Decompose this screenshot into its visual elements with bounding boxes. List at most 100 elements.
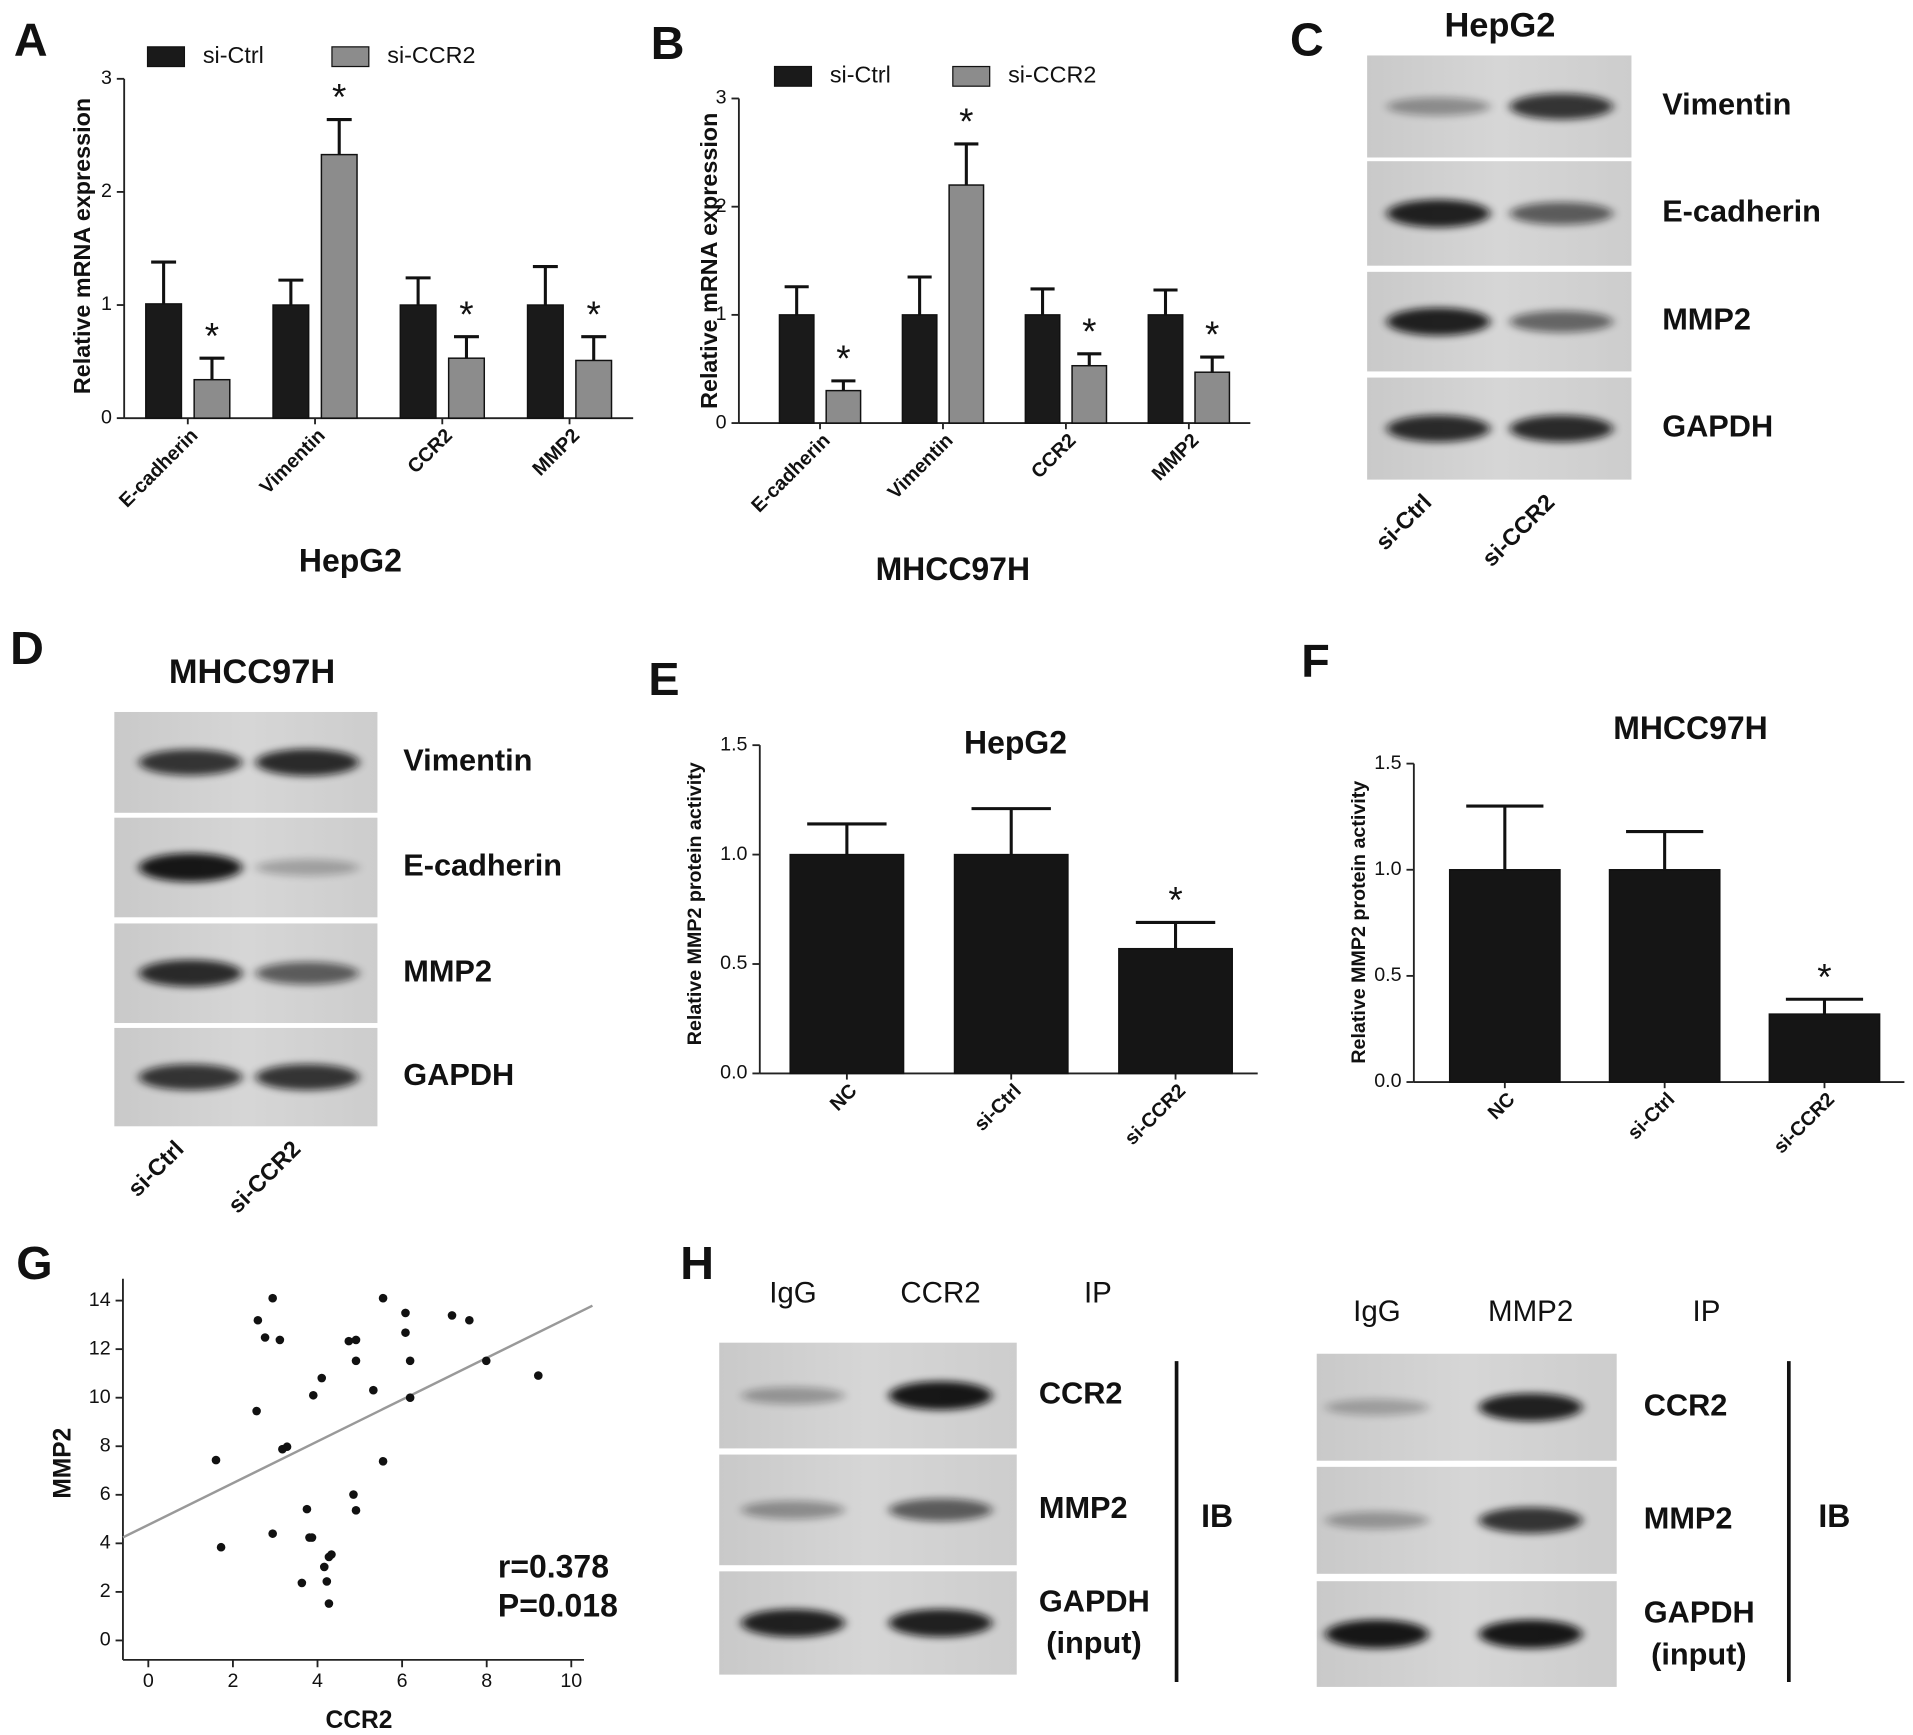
error-bar <box>1626 830 1704 870</box>
bar <box>1194 371 1231 424</box>
error-bar <box>405 276 431 306</box>
significance-mark: * <box>1082 311 1096 352</box>
significance-mark: * <box>587 294 601 335</box>
blot-band <box>1325 1398 1429 1416</box>
blot-band <box>1325 1619 1429 1649</box>
scatter-point <box>319 1562 329 1572</box>
error-bar <box>954 142 979 186</box>
scatter-point <box>378 1456 388 1466</box>
fit-line <box>122 1304 593 1539</box>
scatter-point <box>275 1335 285 1345</box>
legend-label: si-Ctrl <box>203 42 264 68</box>
y-tick-label: 1.5 <box>720 733 747 755</box>
bar <box>1118 947 1233 1075</box>
bar <box>526 304 564 419</box>
legend-swatch <box>773 65 813 87</box>
blot-band <box>255 961 359 985</box>
row-label: GAPDH <box>1039 1583 1150 1618</box>
x-tick-label: E-cadherin <box>115 425 202 512</box>
y-tick-label: 1.0 <box>1374 858 1401 880</box>
error-bar <box>453 335 479 359</box>
blot-band <box>1386 307 1491 336</box>
significance-mark: * <box>205 315 219 356</box>
y-tick-label: 0 <box>101 406 112 428</box>
bar <box>1024 314 1061 424</box>
scatter-point <box>211 1455 221 1465</box>
y-tick-label: 1 <box>716 303 727 325</box>
significance-mark: * <box>836 338 850 379</box>
x-tick-label: 10 <box>560 1670 582 1692</box>
panel-letter: G <box>16 1237 52 1289</box>
x-tick-label: NC <box>826 1080 862 1116</box>
blot-band <box>888 1498 993 1522</box>
row-label: MMP2 <box>1662 302 1751 337</box>
scatter-point <box>351 1506 361 1515</box>
x-tick-label: si-CCR2 <box>1121 1080 1191 1150</box>
bar <box>1071 364 1108 424</box>
scatter-point <box>252 1406 261 1416</box>
y-axis-label: Relative mRNA expression <box>69 98 95 394</box>
lane-label: IgG <box>769 1277 817 1310</box>
y-tick-label: 6 <box>100 1483 111 1505</box>
scatter-point <box>369 1385 378 1395</box>
row-label: CCR2 <box>1644 1387 1728 1422</box>
significance-mark: * <box>459 294 473 335</box>
error-bar <box>1077 352 1102 366</box>
scatter-point <box>405 1393 415 1402</box>
blot-band <box>1479 1619 1583 1649</box>
error-bar <box>907 275 932 315</box>
scatter-point <box>533 1371 543 1380</box>
x-tick-label: si-Ctrl <box>970 1080 1026 1136</box>
scatter-point <box>282 1442 292 1452</box>
x-tick-label: CCR2 <box>1027 429 1080 482</box>
scatter-point <box>401 1328 410 1337</box>
x-tick-label: 8 <box>481 1670 492 1692</box>
error-bar <box>971 807 1051 855</box>
scatter-point <box>351 1356 361 1366</box>
scatter-point <box>253 1315 263 1325</box>
y-tick-label: 3 <box>716 87 727 109</box>
y-tick-label: 0 <box>716 411 727 433</box>
scatter-point <box>317 1373 327 1383</box>
bar <box>901 314 938 424</box>
legend-swatch <box>331 46 370 68</box>
blot-band <box>888 1381 993 1410</box>
chart-title: MHCC97H <box>876 551 1030 587</box>
x-tick-label: 2 <box>227 1670 238 1692</box>
y-tick-label: 2 <box>101 180 112 202</box>
bar <box>948 184 985 424</box>
x-tick-label: 0 <box>143 1670 154 1692</box>
blot-band <box>255 748 359 776</box>
y-tick-label: 1.5 <box>1374 752 1401 774</box>
scatter-point <box>307 1533 317 1542</box>
y-tick-label: 2 <box>716 195 727 217</box>
row-label: MMP2 <box>1039 1490 1128 1525</box>
scatter-point <box>322 1577 332 1586</box>
x-tick-label: CCR2 <box>403 425 456 478</box>
panel-letter: C <box>1290 14 1324 66</box>
blot-band <box>138 853 243 882</box>
blot-band <box>138 1064 243 1091</box>
y-tick-label: 0 <box>100 1629 111 1651</box>
legend-label: si-CCR2 <box>1008 62 1096 88</box>
lane-header: IP <box>1693 1295 1721 1328</box>
bar <box>399 304 437 419</box>
scatter-point <box>302 1504 312 1514</box>
bar <box>145 303 183 419</box>
row-label: (input) <box>1046 1625 1142 1660</box>
blot-band <box>255 859 359 876</box>
scatter-point <box>349 1490 358 1499</box>
lane-label: CCR2 <box>900 1277 980 1310</box>
blot-band <box>255 1064 359 1091</box>
bar <box>320 153 358 419</box>
y-tick-label: 0.0 <box>1374 1070 1401 1092</box>
x-tick-label: NC <box>1484 1088 1520 1124</box>
x-tick-label: 6 <box>397 1670 408 1692</box>
x-axis-label: CCR2 <box>326 1707 393 1734</box>
y-tick-label: 1 <box>101 293 112 315</box>
blot-band <box>1509 310 1614 333</box>
y-axis-label: Relative MMP2 protein activity <box>1348 781 1370 1064</box>
legend-label: si-Ctrl <box>830 62 891 88</box>
y-tick-label: 0.5 <box>1374 964 1401 986</box>
legend-swatch <box>146 46 186 68</box>
